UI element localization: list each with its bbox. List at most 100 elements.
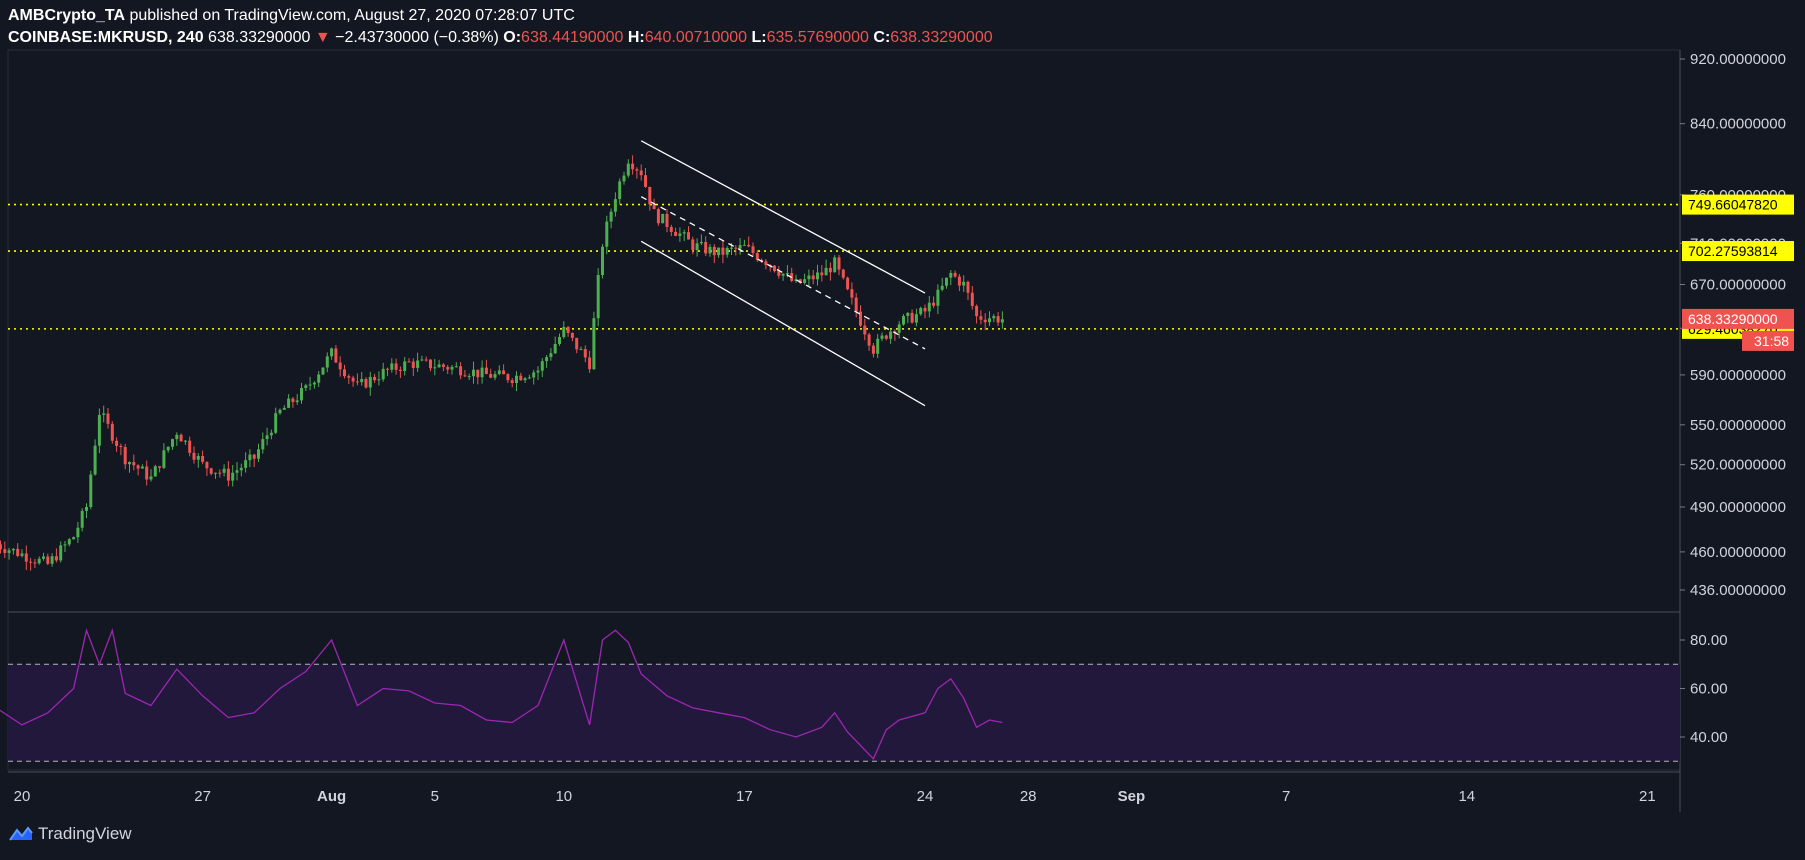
candle-body — [773, 265, 776, 272]
candle-body — [631, 163, 635, 170]
candle-body — [308, 384, 312, 386]
candle-body — [424, 359, 428, 361]
candle-body — [459, 366, 463, 376]
candle-body — [16, 548, 20, 556]
channel-middle-line[interactable] — [640, 196, 926, 350]
candle-body — [149, 476, 153, 480]
candle-body — [863, 325, 867, 335]
candle-body — [115, 440, 119, 446]
candle-body — [239, 467, 243, 471]
candle-body — [261, 439, 265, 450]
candle-body — [570, 332, 574, 338]
author-name[interactable]: AMBCrypto_TA — [8, 7, 126, 24]
candle-body — [386, 368, 389, 370]
candle-body — [764, 261, 768, 266]
candle-body — [691, 239, 695, 251]
candle-body — [106, 413, 110, 424]
candle-body — [390, 363, 394, 370]
candle-body — [902, 316, 905, 325]
candle-body — [489, 374, 493, 378]
candle-body — [914, 314, 918, 323]
candle-body — [20, 553, 24, 556]
candle-body — [966, 281, 970, 293]
candle-body — [794, 279, 798, 281]
rsi-tick-label: 60.00 — [1690, 681, 1728, 698]
candle-body — [605, 221, 609, 247]
candle-body — [601, 246, 604, 276]
candle-body — [575, 337, 579, 350]
candle-body — [850, 289, 854, 298]
tradingview-logo[interactable]: TradingView — [8, 824, 132, 844]
candle-body — [828, 267, 832, 273]
price-tick-label: 920.00000000 — [1690, 51, 1786, 68]
candle-body — [609, 211, 613, 222]
candle-body — [532, 372, 536, 378]
candle-body — [936, 289, 940, 306]
candle-body — [85, 507, 88, 511]
candle-body — [527, 377, 531, 379]
candle-body — [648, 186, 652, 205]
candle-body — [42, 556, 45, 559]
last-price: 638.33290000 — [208, 29, 311, 46]
candle-body — [446, 366, 450, 370]
candle-body — [330, 348, 334, 357]
candle-body — [953, 272, 957, 277]
candle-body — [970, 292, 974, 306]
candle-body — [403, 361, 407, 371]
time-tick-label: Aug — [317, 788, 346, 805]
price-tick-label: 550.00000000 — [1690, 417, 1786, 434]
candle-body — [699, 241, 703, 244]
candle-body — [54, 556, 58, 561]
candle-body — [785, 273, 789, 275]
candle-body — [476, 369, 480, 378]
candle-body — [506, 374, 510, 381]
candle-body — [128, 462, 131, 465]
price-tick-label: 590.00000000 — [1690, 367, 1786, 384]
candle-body — [497, 370, 501, 375]
channel-upper-line[interactable] — [640, 140, 926, 294]
symbol-label[interactable]: COINBASE:MKRUSD, 240 — [8, 29, 204, 46]
candle-body — [596, 275, 600, 319]
candle-body — [889, 331, 893, 339]
channel-lower-line[interactable] — [640, 240, 926, 407]
candle-body — [334, 348, 338, 363]
candle-body — [76, 527, 80, 538]
candle-body — [644, 175, 647, 187]
countdown-label: 31:58 — [1754, 333, 1789, 349]
rsi-tick-label: 80.00 — [1690, 632, 1728, 649]
candle-body — [949, 272, 953, 278]
candle-body — [480, 367, 484, 378]
candle-body — [355, 381, 359, 383]
candle-body — [803, 279, 807, 283]
candle-body — [222, 468, 226, 473]
candle-body — [730, 247, 733, 249]
candle-body — [910, 312, 914, 323]
rsi-band — [8, 664, 1680, 762]
candle-body — [613, 199, 617, 212]
candle-body — [102, 413, 106, 415]
candle-body — [158, 466, 162, 468]
close-value: 638.33290000 — [890, 29, 993, 46]
candle-body — [407, 361, 411, 363]
candle-body — [566, 326, 570, 333]
candle-body — [467, 376, 471, 378]
countdown-tag — [1742, 330, 1794, 351]
candle-body — [983, 319, 987, 323]
rsi-line[interactable] — [0, 627, 1003, 760]
candle-body — [201, 455, 205, 462]
plot-frame — [7, 49, 1681, 771]
down-arrow-icon: ▼ — [314, 29, 331, 46]
candle-body — [364, 378, 368, 388]
candle-body — [510, 380, 514, 384]
candle-body — [807, 275, 811, 280]
candle-body — [300, 388, 303, 401]
ohlc-line: COINBASE:MKRUSD, 240 638.33290000 ▼ −2.4… — [8, 27, 993, 49]
candle-body — [927, 302, 931, 312]
candle-body — [368, 376, 372, 388]
candle-body — [734, 247, 738, 249]
price-tick-label: 460.00000000 — [1690, 544, 1786, 561]
candle-body — [209, 468, 213, 474]
candle-body — [493, 374, 497, 378]
candle-body — [906, 312, 910, 317]
